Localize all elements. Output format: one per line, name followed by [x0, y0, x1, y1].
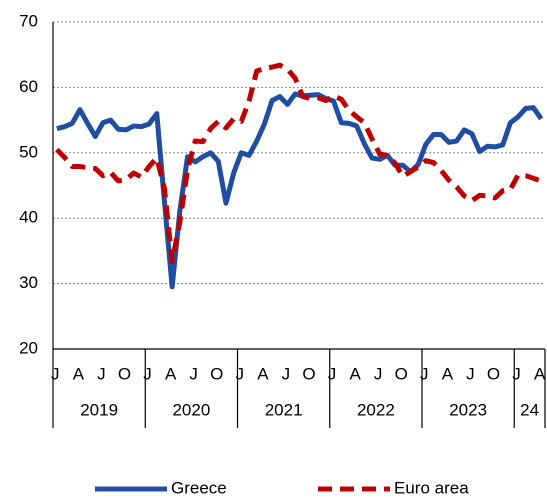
x-tick-label: J	[328, 364, 337, 383]
x-tick-label: O	[210, 364, 223, 383]
x-tick-label: J	[97, 364, 106, 383]
x-tick-label: O	[487, 364, 500, 383]
year-label: 2020	[172, 400, 210, 419]
legend-label: Greece	[171, 478, 227, 497]
x-tick-label: O	[302, 364, 315, 383]
year-label: 2019	[80, 400, 118, 419]
legend-label: Euro area	[394, 478, 469, 497]
x-tick-label: J	[51, 364, 60, 383]
x-tick-label: J	[143, 364, 152, 383]
x-tick-label: A	[165, 364, 177, 383]
year-label: 2023	[449, 400, 487, 419]
x-tick-label: J	[189, 364, 198, 383]
y-tick-label: 30	[19, 273, 38, 292]
y-tick-label: 70	[19, 11, 38, 30]
y-tick-label: 40	[19, 208, 38, 227]
x-tick-label: J	[236, 364, 245, 383]
x-tick-label: J	[420, 364, 429, 383]
x-tick-label: J	[374, 364, 383, 383]
x-tick-label: O	[118, 364, 131, 383]
series-line	[56, 91, 544, 290]
y-tick-label: 60	[19, 77, 38, 96]
x-tick-label: A	[534, 364, 546, 383]
x-tick-label: A	[349, 364, 361, 383]
y-tick-label: 20	[19, 338, 38, 357]
series-line	[55, 62, 542, 264]
x-tick-label: J	[282, 364, 291, 383]
x-tick-label: J	[512, 364, 521, 383]
x-tick-label: A	[442, 364, 454, 383]
year-label: 2022	[357, 400, 395, 419]
x-tick-label: J	[466, 364, 475, 383]
x-tick-label: A	[257, 364, 269, 383]
year-label: 24	[520, 400, 539, 419]
x-tick-label: A	[73, 364, 85, 383]
x-tick-label: O	[395, 364, 408, 383]
y-tick-label: 50	[19, 142, 38, 161]
year-label: 2021	[265, 400, 303, 419]
